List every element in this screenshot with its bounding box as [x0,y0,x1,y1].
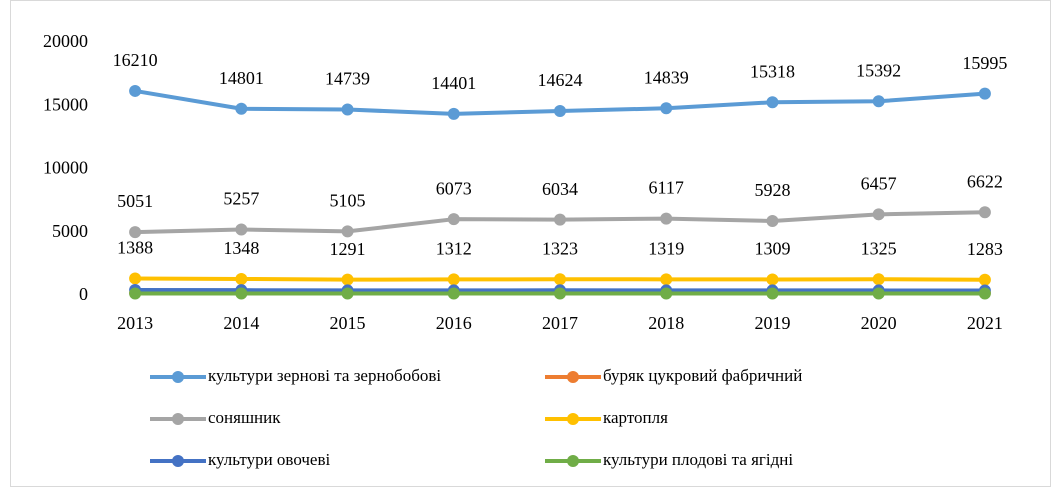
data-label: 5928 [754,180,790,200]
y-tick-label: 0 [79,284,88,304]
point [129,272,142,285]
data-label: 1291 [330,239,366,259]
point [766,215,779,228]
data-label: 14401 [431,73,476,93]
x-tick-label: 2019 [754,313,790,333]
point [235,102,248,115]
legend-label: буряк цукровий фабричний [603,366,802,385]
legend-marker [172,455,184,467]
y-tick-label: 15000 [43,94,88,114]
data-label: 14839 [644,67,689,87]
point [235,223,248,236]
x-tick-label: 2018 [648,313,684,333]
point [554,287,566,300]
point [341,225,354,238]
legend-label: культури плодові та ягідні [603,450,793,469]
point [129,84,142,97]
legend-marker [172,371,184,383]
legend-label: культури зернові та зернобобові [208,366,441,385]
point [978,206,991,219]
point [872,208,885,221]
point [766,287,779,300]
data-label: 14624 [538,70,583,90]
point [554,273,566,286]
point [766,96,779,109]
x-tick-label: 2021 [967,313,1003,333]
y-tick-label: 10000 [43,158,88,178]
data-label: 5051 [117,191,153,211]
data-label: 1312 [436,239,472,259]
point [766,273,779,286]
legend-marker [567,371,579,383]
point [447,273,460,286]
x-tick-label: 2014 [223,313,259,333]
data-label: 1283 [967,239,1003,259]
legend-label: соняшник [208,408,281,427]
point [660,102,673,115]
data-label: 6073 [436,178,472,198]
point [872,273,885,286]
data-label: 1309 [754,239,790,259]
y-tick-label: 5000 [52,221,88,241]
data-label: 15318 [750,61,795,81]
point [660,212,673,225]
data-label: 14739 [325,69,370,89]
data-label: 6457 [861,173,897,193]
data-label: 1323 [542,238,578,258]
data-label: 1325 [861,238,897,258]
point [129,226,142,239]
legend-label: культури овочеві [208,450,331,469]
point [978,273,991,286]
point [235,287,248,300]
point [447,107,460,120]
point [341,273,354,286]
point [235,272,248,285]
legend-marker [172,413,184,425]
point [129,287,142,300]
point [978,287,991,300]
legend-marker [567,413,579,425]
data-label: 1348 [223,238,259,258]
x-tick-label: 2020 [861,313,897,333]
point [872,95,885,108]
data-label: 1319 [648,238,684,258]
data-label: 15392 [856,60,901,80]
legend-marker [567,455,579,467]
data-label: 15995 [962,53,1007,73]
point [872,287,885,300]
x-tick-label: 2017 [542,313,578,333]
data-label: 5257 [223,189,259,209]
data-label: 5105 [330,191,366,211]
x-tick-label: 2015 [330,313,366,333]
data-label: 6622 [967,171,1003,191]
point [554,105,566,118]
point [660,287,673,300]
data-label: 1388 [117,238,153,258]
data-label: 16210 [113,50,158,70]
point [978,87,991,100]
chart-border [10,0,1051,487]
x-tick-label: 2013 [117,313,153,333]
data-label: 14801 [219,68,264,88]
point [660,273,673,286]
data-label: 6034 [542,179,578,199]
legend-label: картопля [603,408,668,427]
x-tick-label: 2016 [436,313,472,333]
point [341,287,354,300]
point [341,103,354,116]
point [554,213,566,226]
point [447,213,460,226]
y-tick-label: 20000 [43,31,88,51]
point [447,287,460,300]
data-label: 6117 [649,178,684,198]
